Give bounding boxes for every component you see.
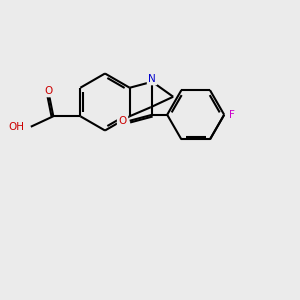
Text: OH: OH [9, 122, 25, 132]
Text: O: O [118, 116, 127, 126]
Text: N: N [148, 74, 156, 84]
Text: O: O [45, 86, 53, 96]
Text: F: F [229, 110, 235, 120]
